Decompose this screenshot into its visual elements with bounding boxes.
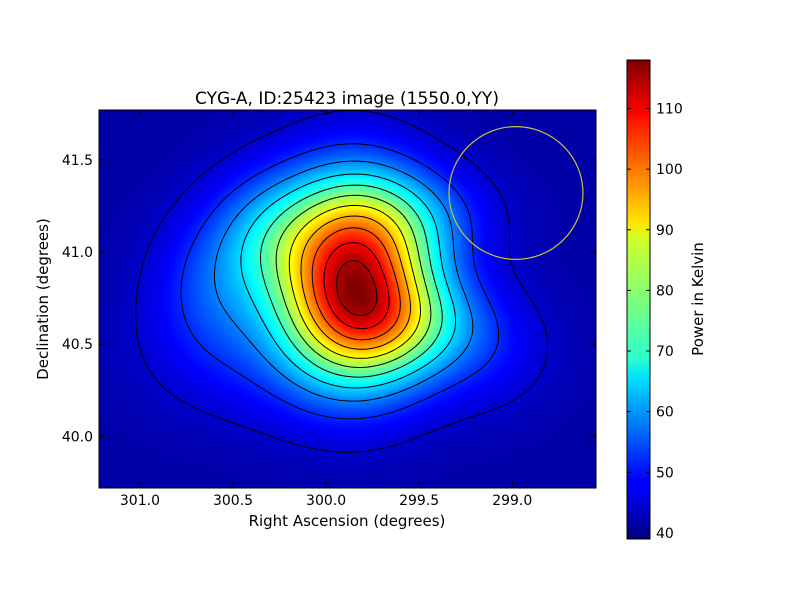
y-axis-label: Declination (degrees) [34, 218, 52, 380]
x-axis-ticks: 301.0 300.5 300.0 299.5 299.0 [120, 110, 532, 509]
contour-lines [135, 110, 549, 453]
colorbar-tick-label: 70 [656, 344, 674, 360]
y-axis-ticks: 40.0 40.5 41.0 41.5 [62, 153, 596, 445]
contour-line [323, 242, 390, 330]
contour-line [336, 260, 378, 316]
x-tick-label: 299.0 [492, 493, 532, 509]
colorbar-tick-label: 100 [656, 162, 683, 178]
contour-line [275, 194, 432, 368]
x-axis-label: Right Ascension (degrees) [249, 512, 446, 530]
colorbar-label: Power in Kelvin [689, 242, 707, 356]
colorbar-ticks: 40 50 60 70 80 90 100 110 [627, 102, 683, 542]
colorbar-tick-label: 90 [656, 223, 674, 239]
contour-line [213, 160, 474, 402]
y-tick-label: 41.5 [62, 153, 93, 169]
colorbar-tick-label: 50 [656, 465, 674, 481]
colorbar-tick-label: 110 [656, 102, 683, 118]
contour-line [311, 227, 401, 341]
x-tick-label: 299.5 [399, 493, 439, 509]
colorbar-tick-label: 80 [656, 283, 674, 299]
beam-circle [448, 125, 584, 260]
plot-frame [98, 109, 597, 489]
x-tick-label: 300.0 [306, 493, 346, 509]
contour-line [300, 215, 411, 350]
plot-area [98, 109, 597, 489]
x-tick-label: 300.5 [213, 493, 253, 509]
contour-line [288, 204, 421, 359]
colorbar: 40 50 60 70 80 90 100 110 Power in Kelvin [626, 59, 707, 542]
heatmap-image [99, 110, 596, 488]
y-tick-label: 40.0 [62, 429, 93, 445]
colorbar-tick-label: 40 [656, 526, 674, 542]
colorbar-bar [626, 59, 651, 540]
contour-line [260, 184, 443, 378]
contour-line [180, 143, 500, 420]
colorbar-tick-label: 60 [656, 405, 674, 421]
x-tick-label: 301.0 [120, 493, 160, 509]
chart-title: CYG-A, ID:25423 image (1550.0,YY) [195, 89, 499, 109]
contour-line [135, 110, 549, 453]
y-tick-label: 41.0 [62, 245, 93, 261]
contour-line [240, 173, 457, 389]
y-tick-label: 40.5 [62, 337, 93, 353]
